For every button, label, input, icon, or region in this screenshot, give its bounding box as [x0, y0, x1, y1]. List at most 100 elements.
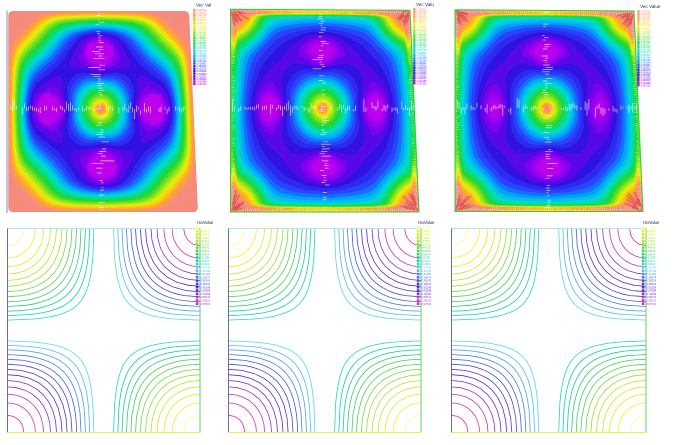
svg-text:0.89022: 0.89022 [645, 229, 656, 233]
svg-text:-0.21196: -0.21196 [199, 272, 210, 276]
svg-text:0.21195: 0.21195 [199, 256, 209, 260]
svg-text:0.04239: 0.04239 [199, 262, 210, 266]
svg-text:0.030348: 0.030348 [417, 59, 428, 62]
svg-text:0.080712: 0.080712 [417, 21, 428, 24]
svg-text:0.55109: 0.55109 [420, 242, 431, 246]
svg-text:0.63587: 0.63587 [645, 239, 656, 243]
svg-text:-0.46631: -0.46631 [199, 282, 210, 286]
svg-text:-0.55109: -0.55109 [420, 285, 431, 289]
svg-text:0.073997: 0.073997 [641, 28, 652, 31]
svg-text:0.053851: 0.053851 [197, 42, 208, 45]
svg-text:0.023633: 0.023633 [417, 65, 428, 68]
svg-text:0.12717: 0.12717 [645, 259, 656, 263]
svg-text:-0.63588: -0.63588 [645, 289, 656, 293]
svg-text:IsoValue: IsoValue [418, 220, 435, 225]
svg-text:0.070639: 0.070639 [197, 29, 208, 32]
svg-text:0.003488: 0.003488 [417, 80, 428, 83]
svg-text:0.040421: 0.040421 [641, 54, 652, 57]
svg-text:0.050494: 0.050494 [197, 45, 208, 48]
svg-text:-0.29674: -0.29674 [645, 275, 656, 279]
svg-text:0.006845: 0.006845 [197, 78, 208, 81]
svg-text:-0.21196: -0.21196 [420, 272, 431, 276]
svg-text:0.026991: 0.026991 [641, 64, 652, 67]
svg-text:0.006845: 0.006845 [417, 77, 428, 80]
svg-text:0.80543: 0.80543 [420, 233, 431, 237]
svg-text:-0.12718: -0.12718 [420, 269, 431, 273]
svg-text:0.053851: 0.053851 [641, 44, 652, 47]
svg-text:0.72065: 0.72065 [420, 236, 431, 240]
svg-text:0.023633: 0.023633 [641, 67, 652, 70]
svg-text:IsoValue: IsoValue [643, 220, 660, 225]
svg-text:0.070639: 0.070639 [417, 29, 428, 32]
svg-text:0.016918: 0.016918 [641, 72, 652, 75]
svg-text:0.97500: 0.97500 [645, 226, 656, 230]
svg-text:-0.97501: -0.97501 [420, 302, 431, 306]
svg-text:0.023633: 0.023633 [197, 65, 208, 68]
svg-text:0.057209: 0.057209 [417, 39, 428, 42]
svg-text:0.016918: 0.016918 [197, 70, 208, 73]
svg-text:0.047136: 0.047136 [417, 47, 428, 50]
svg-text:0.047136: 0.047136 [197, 47, 208, 50]
svg-text:-0.29674: -0.29674 [199, 275, 210, 279]
svg-text:0.12717: 0.12717 [420, 259, 431, 263]
svg-text:0.63587: 0.63587 [420, 239, 431, 243]
svg-text:0.29674: 0.29674 [420, 252, 431, 256]
svg-text:0.12717: 0.12717 [199, 259, 210, 263]
svg-text:0.060567: 0.060567 [417, 37, 428, 40]
svg-text:0.003488: 0.003488 [641, 82, 652, 85]
svg-text:0.72065: 0.72065 [645, 236, 656, 240]
svg-text:-0.04240: -0.04240 [420, 266, 431, 270]
svg-text:0.037063: 0.037063 [197, 55, 208, 58]
svg-text:0.087427: 0.087427 [417, 16, 428, 19]
svg-text:-0.72066: -0.72066 [420, 292, 431, 296]
svg-text:Vec Value: Vec Value [640, 4, 661, 9]
svg-text:0.057209: 0.057209 [641, 41, 652, 44]
svg-text:-0.38153: -0.38153 [420, 279, 431, 283]
svg-text:-0.46631: -0.46631 [645, 282, 656, 286]
svg-text:0.094142: 0.094142 [197, 12, 208, 15]
svg-text:0.013560: 0.013560 [417, 72, 428, 75]
svg-text:Vec Valu: Vec Valu [416, 2, 434, 7]
svg-text:0.04239: 0.04239 [645, 262, 656, 266]
svg-text:0.047136: 0.047136 [641, 49, 652, 52]
svg-text:-0.12718: -0.12718 [199, 269, 210, 273]
svg-text:0.084070: 0.084070 [417, 19, 428, 22]
svg-text:0.030348: 0.030348 [641, 61, 652, 64]
svg-text:0.97500: 0.97500 [420, 226, 431, 230]
svg-text:0.89022: 0.89022 [420, 229, 431, 233]
svg-text:0.000130: 0.000130 [417, 82, 428, 85]
svg-text:0.21195: 0.21195 [420, 256, 430, 260]
svg-text:0.38152: 0.38152 [420, 249, 431, 253]
svg-text:0.094142: 0.094142 [641, 13, 652, 16]
svg-text:-0.97501: -0.97501 [645, 302, 656, 306]
svg-text:0.073997: 0.073997 [197, 27, 208, 30]
svg-text:0.000130: 0.000130 [197, 83, 208, 86]
svg-text:0.020276: 0.020276 [417, 67, 428, 70]
svg-text:-0.04240: -0.04240 [645, 266, 656, 270]
svg-text:IsoValue: IsoValue [197, 220, 214, 225]
svg-text:0.063924: 0.063924 [197, 35, 208, 38]
svg-text:0.097500: 0.097500 [197, 9, 208, 12]
svg-text:0.46630: 0.46630 [199, 246, 210, 250]
svg-text:0.080712: 0.080712 [641, 23, 652, 26]
svg-text:0.084070: 0.084070 [641, 21, 652, 24]
svg-text:0.060567: 0.060567 [641, 39, 652, 42]
svg-text:-0.80544: -0.80544 [420, 295, 431, 299]
svg-text:0.097500: 0.097500 [641, 10, 652, 13]
svg-text:0.037063: 0.037063 [417, 54, 428, 57]
svg-text:0.030348: 0.030348 [197, 60, 208, 63]
svg-text:0.097500: 0.097500 [417, 8, 428, 11]
svg-text:-0.04240: -0.04240 [199, 266, 210, 270]
svg-text:-0.89023: -0.89023 [199, 299, 210, 303]
svg-text:0.060567: 0.060567 [197, 37, 208, 40]
svg-text:0.55109: 0.55109 [645, 242, 656, 246]
svg-text:0.090785: 0.090785 [641, 16, 652, 19]
svg-text:0.043779: 0.043779 [417, 49, 428, 52]
svg-text:0.043779: 0.043779 [641, 51, 652, 54]
svg-text:0.29674: 0.29674 [199, 252, 210, 256]
svg-text:-0.12718: -0.12718 [645, 269, 656, 273]
svg-text:0.38152: 0.38152 [199, 249, 210, 253]
svg-text:-0.80544: -0.80544 [645, 295, 656, 299]
svg-text:0.026991: 0.026991 [417, 62, 428, 65]
svg-text:0.067282: 0.067282 [197, 32, 208, 35]
